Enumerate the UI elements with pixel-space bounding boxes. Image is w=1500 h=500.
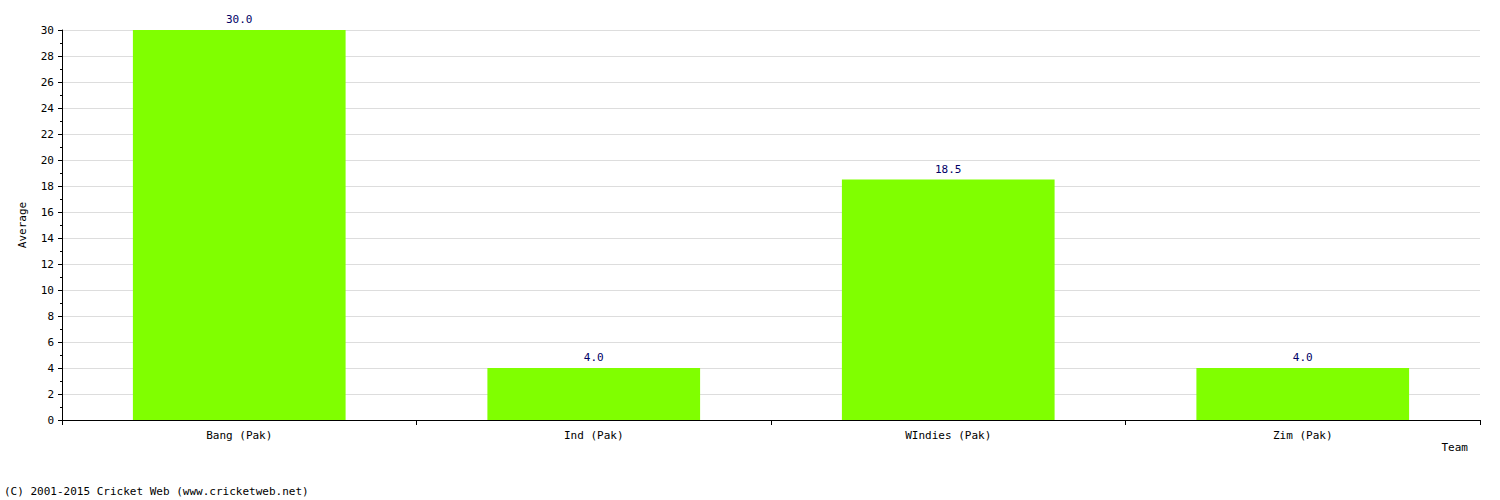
svg-text:4.0: 4.0 — [584, 351, 604, 364]
svg-text:26: 26 — [41, 76, 54, 89]
svg-text:24: 24 — [41, 102, 55, 115]
svg-text:Average: Average — [16, 202, 29, 248]
svg-text:8: 8 — [47, 310, 54, 323]
svg-text:(C) 2001-2015 Cricket Web (www: (C) 2001-2015 Cricket Web (www.cricketwe… — [4, 485, 309, 498]
svg-text:WIndies (Pak): WIndies (Pak) — [905, 429, 991, 442]
svg-text:20: 20 — [41, 154, 54, 167]
svg-text:18.5: 18.5 — [935, 163, 962, 176]
svg-text:10: 10 — [41, 284, 54, 297]
svg-text:30.0: 30.0 — [226, 13, 253, 26]
svg-text:30: 30 — [41, 24, 54, 37]
svg-text:Team: Team — [1442, 441, 1469, 454]
svg-text:Bang (Pak): Bang (Pak) — [206, 429, 272, 442]
svg-text:14: 14 — [41, 232, 55, 245]
svg-text:4.0: 4.0 — [1293, 351, 1313, 364]
svg-text:4: 4 — [47, 362, 54, 375]
svg-text:18: 18 — [41, 180, 54, 193]
svg-text:22: 22 — [41, 128, 54, 141]
svg-text:2: 2 — [47, 388, 54, 401]
svg-text:Ind (Pak): Ind (Pak) — [564, 429, 624, 442]
svg-text:12: 12 — [41, 258, 54, 271]
svg-text:16: 16 — [41, 206, 54, 219]
svg-text:28: 28 — [41, 50, 54, 63]
svg-text:0: 0 — [47, 414, 54, 427]
svg-text:Zim (Pak): Zim (Pak) — [1273, 429, 1333, 442]
svg-text:6: 6 — [47, 336, 54, 349]
